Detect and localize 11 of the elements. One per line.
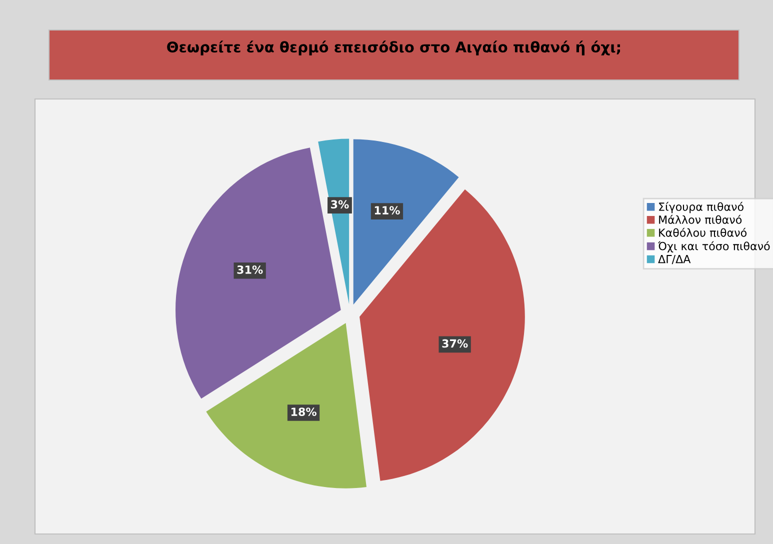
legend-label: Μάλλον πιθανό	[659, 214, 742, 224]
legend-label: Σίγουρα πιθανό	[659, 202, 744, 214]
legend-label: Όχι και τόσο πιθανό	[658, 241, 770, 252]
data-label: 18%	[291, 408, 316, 416]
legend-label: ΔΓ/ΔΑ	[658, 255, 691, 264]
chart-title: Θεωρείτε ένα θερμό επεισόδιο στο Αιγαίο πιθανό ή όχι;	[167, 40, 620, 56]
legend-label: Καθόλου πιθανό	[659, 228, 747, 237]
data-label: 37%	[442, 339, 468, 348]
data-label: 3%	[331, 200, 349, 209]
data-label: 11%	[374, 206, 400, 215]
data-label: 31%	[237, 265, 263, 274]
